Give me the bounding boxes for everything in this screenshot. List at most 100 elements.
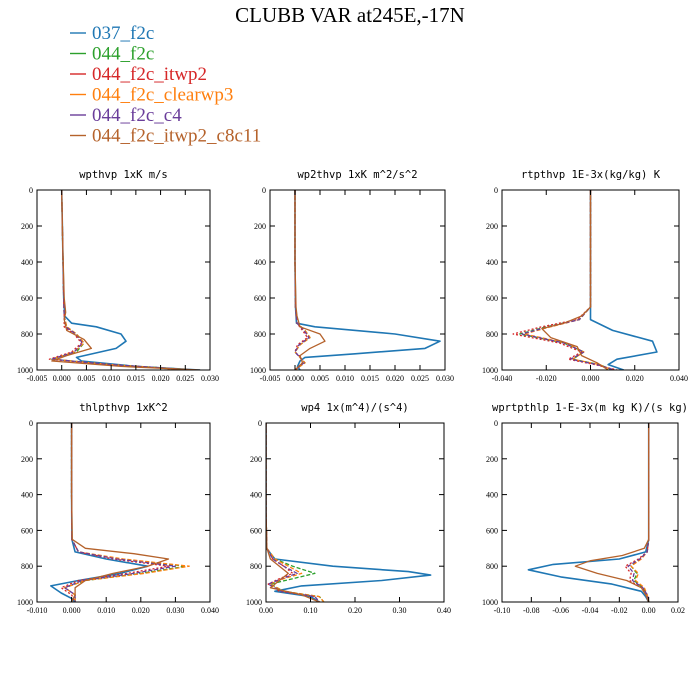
y-tick-label: 0 (262, 186, 266, 195)
x-tick-label: 0.010 (102, 374, 120, 383)
y-tick-label: 400 (21, 491, 33, 500)
panel-title: wprtpthlp 1-E-3x(m kg K)/(s kg) (492, 402, 688, 414)
series-line-044-f2c-c4 (64, 423, 177, 602)
x-tick-label: -0.08 (523, 606, 540, 615)
y-tick-label: 800 (486, 562, 498, 571)
y-tick-label: 600 (254, 294, 266, 303)
y-tick-label: 200 (250, 455, 262, 464)
y-tick-label: 400 (486, 258, 498, 267)
y-tick-label: 800 (21, 562, 33, 571)
y-tick-label: 200 (21, 455, 33, 464)
series-line-044-f2c-itwp2-c8c11 (70, 423, 170, 602)
legend-label: 037_f2c (92, 23, 154, 44)
x-tick-label: -0.04 (582, 606, 599, 615)
x-tick-label: 0.000 (53, 374, 71, 383)
legend-label: 044_f2c_clearwp3 (92, 85, 233, 106)
x-tick-label: 0.005 (77, 374, 95, 383)
panel-title: wp4 1x(m^4)/(s^4) (301, 402, 408, 414)
x-tick-label: 0.025 (411, 374, 429, 383)
x-tick-label: 0.020 (132, 606, 150, 615)
panel-series-group (49, 423, 190, 602)
panel-frame (36, 189, 211, 371)
legend-label: 044_f2c_itwp2 (92, 64, 207, 85)
panel-series-group (512, 190, 658, 370)
y-tick-label: 0 (258, 419, 262, 428)
series-line-044-f2c-clearwp3 (630, 423, 650, 602)
panel-1: wpthvp 1xK m/s 0 200 400 600 800 1000-0.005 0.0… (17, 169, 219, 383)
panel-2: wp2thvp 1xK m^2/s^2 0 200 400 600 800 1000-0.0… (250, 169, 454, 383)
y-tick-label: 0 (494, 186, 498, 195)
x-tick-label: 0.000 (582, 374, 600, 383)
x-tick-label: 0.40 (437, 606, 451, 615)
y-tick-label: 0 (494, 419, 498, 428)
panel-title: thlpthvp 1xK^2 (79, 402, 168, 414)
x-tick-label: 0.10 (304, 606, 318, 615)
y-tick-label: 800 (21, 330, 33, 339)
x-tick-label: -0.005 (27, 374, 48, 383)
series-line-044-f2c-c4 (627, 423, 650, 602)
panel-4: thlpthvp 1xK^2 0 200 400 600 800 1000-0.010 0.0… (17, 402, 219, 615)
panel-title: wp2thvp 1xK m^2/s^2 (297, 169, 417, 181)
x-tick-label: 0.025 (176, 374, 194, 383)
y-tick-label: 600 (21, 526, 33, 535)
panel-frame (36, 422, 211, 603)
x-tick-label: -0.10 (494, 606, 511, 615)
figure-title: CLUBB VAR at245E,-17N (235, 3, 465, 27)
y-tick-label: 200 (486, 222, 498, 231)
panel-title: wpthvp 1xK m/s (79, 169, 168, 181)
y-tick-label: 400 (250, 491, 262, 500)
series-line-044-f2c-itwp2-c8c11 (51, 190, 201, 370)
x-tick-label: 0.030 (436, 374, 454, 383)
y-tick-label: 600 (486, 526, 498, 535)
x-tick-label: -0.06 (552, 606, 569, 615)
y-tick-label: 400 (486, 491, 498, 500)
y-tick-label: 800 (486, 330, 498, 339)
y-tick-label: 1000 (482, 366, 498, 375)
x-tick-label: 0.20 (348, 606, 362, 615)
x-tick-label: -0.010 (27, 606, 48, 615)
y-tick-label: 1000 (482, 598, 498, 607)
legend-label: 044_f2c (92, 44, 154, 65)
x-tick-label: 0.020 (386, 374, 404, 383)
x-tick-label: 0.000 (286, 374, 304, 383)
series-line-044-f2c-itwp2-c8c11 (294, 190, 326, 370)
legend-label: 044_f2c_c4 (92, 105, 182, 126)
x-tick-label: 0.00 (642, 606, 656, 615)
x-tick-label: 0.005 (311, 374, 329, 383)
x-tick-label: 0.030 (201, 374, 219, 383)
y-tick-label: 600 (250, 526, 262, 535)
x-tick-label: 0.30 (393, 606, 407, 615)
x-tick-label: 0.020 (626, 374, 644, 383)
y-tick-label: 1000 (246, 598, 262, 607)
y-tick-label: 800 (250, 562, 262, 571)
y-tick-label: 1000 (17, 598, 33, 607)
x-tick-label: -0.040 (492, 374, 513, 383)
y-tick-label: 200 (254, 222, 266, 231)
x-tick-label: 0.000 (63, 606, 81, 615)
y-tick-label: 400 (254, 258, 266, 267)
x-tick-label: 0.020 (152, 374, 170, 383)
series-line-044-f2c-itwp2-c8c11 (541, 190, 609, 370)
legend-label: 044_f2c_itwp2_c8c11 (92, 126, 261, 147)
y-tick-label: 0 (29, 186, 33, 195)
x-tick-label: -0.020 (536, 374, 557, 383)
panel-series-group (294, 190, 441, 370)
x-tick-label: 0.040 (201, 606, 219, 615)
y-tick-label: 1000 (250, 366, 266, 375)
series-line-044-f2c-itwp2-c8c11 (574, 423, 650, 602)
x-tick-label: 0.030 (166, 606, 184, 615)
x-tick-label: 0.015 (127, 374, 145, 383)
x-tick-label: -0.005 (260, 374, 281, 383)
y-tick-label: 400 (21, 258, 33, 267)
x-tick-label: 0.010 (97, 606, 115, 615)
y-tick-label: 0 (29, 419, 33, 428)
x-tick-label: 0.00 (259, 606, 273, 615)
legend: 037_f2c044_f2c044_f2c_itwp2044_f2c_clear… (70, 23, 261, 147)
x-tick-label: -0.02 (611, 606, 628, 615)
x-tick-label: 0.010 (336, 374, 354, 383)
panel-frame (269, 189, 446, 371)
y-tick-label: 200 (486, 455, 498, 464)
